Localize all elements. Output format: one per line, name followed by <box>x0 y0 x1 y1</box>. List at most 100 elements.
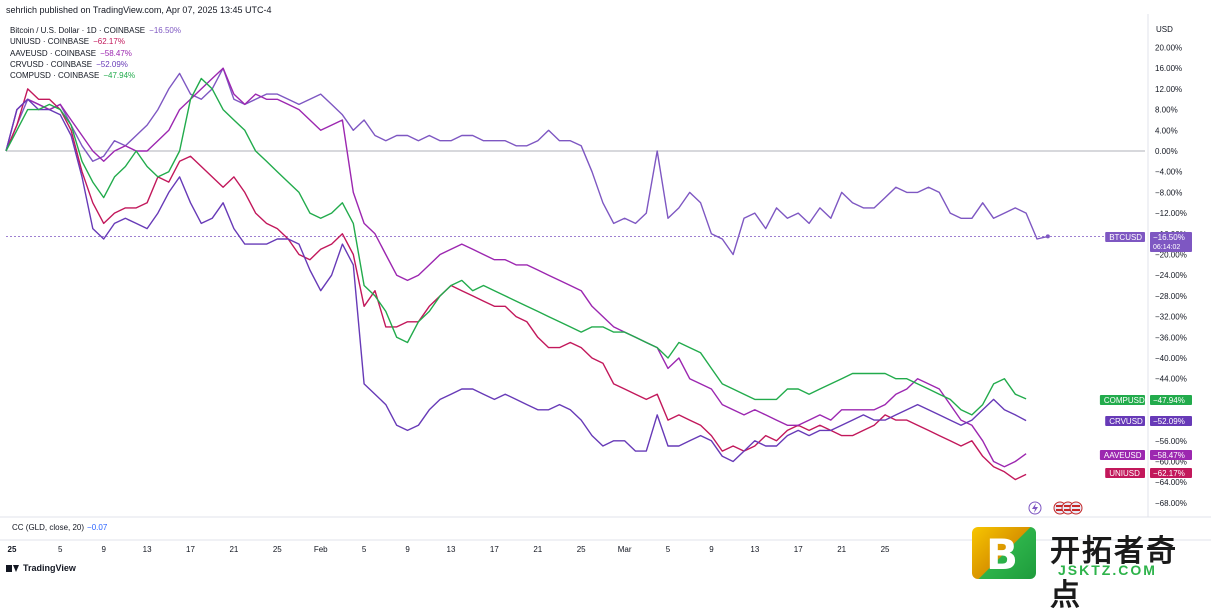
legend-value: −58.47% <box>100 48 132 58</box>
x-tick-label: 5 <box>666 545 671 554</box>
series-value-tag <box>1150 416 1192 426</box>
last-value-labels: BTCUSD −16.50% 06:14:02 UNIUSD −62.17% AAVEUS… <box>1028 232 1192 515</box>
x-tick-label: 13 <box>447 545 456 554</box>
x-tick-label: 25 <box>881 545 890 554</box>
flag-stripe <box>1072 505 1080 507</box>
series-value-tag <box>1150 450 1192 460</box>
y-tick-label: −60.00% <box>1155 458 1187 467</box>
x-tick-label: 25 <box>8 545 17 554</box>
y-tick-label: −4.00% <box>1155 168 1182 177</box>
x-tick-label: 25 <box>577 545 586 554</box>
x-tick-label: 13 <box>143 545 152 554</box>
y-tick-label: −40.00% <box>1155 354 1187 363</box>
series-name-text: AAVEUSD <box>1104 451 1142 460</box>
legend-item-btc[interactable]: Bitcoin / U.S. Dollar · 1D · COINBASE −16… <box>10 25 181 36</box>
watermark-en-text: JSKTZ.COM <box>1058 562 1157 578</box>
series-value-text: −58.47% <box>1153 451 1185 460</box>
series-line-crvusd <box>5 98 1027 463</box>
legend-item-aave[interactable]: AAVEUSD · COINBASE −58.47% <box>10 48 181 59</box>
y-tick-label: −32.00% <box>1155 313 1187 322</box>
series-name-tag <box>1105 468 1145 478</box>
brand-name: TradingView <box>23 563 76 573</box>
series-value-text: −16.50% <box>1153 233 1185 242</box>
x-axis: 25 5 9 13 17 21 25 Feb 5 9 13 17 21 25 Mar 5 9 13 17 21 25 <box>8 545 891 554</box>
series-value-text: −52.09% <box>1153 417 1185 426</box>
y-tick-label: 16.00% <box>1155 64 1182 73</box>
y-tick-label: −56.00% <box>1155 437 1187 446</box>
legend-value: −52.09% <box>96 59 128 69</box>
legend-value: −62.17% <box>93 37 125 47</box>
tradingview-icon <box>6 564 20 573</box>
chart-grid <box>0 14 1211 541</box>
legend-label: AAVEUSD · COINBASE <box>10 48 97 58</box>
x-tick-label: 21 <box>837 545 846 554</box>
series-value-tag <box>1150 232 1192 252</box>
series-name-tag <box>1105 416 1145 426</box>
x-tick-label: 17 <box>794 545 803 554</box>
badge-letter: B <box>986 530 1019 579</box>
x-tick-label: 5 <box>58 545 63 554</box>
legend-item-crv[interactable]: CRVUSD · COINBASE −52.09% <box>10 59 181 70</box>
series-line-aaveusd <box>5 67 1027 468</box>
x-tick-label: 17 <box>490 545 499 554</box>
y-tick-label: −36.00% <box>1155 333 1187 342</box>
y-axis-title: USD <box>1156 25 1173 34</box>
indicator-value: −0.07 <box>87 523 108 532</box>
legend-label: COMPUSD · COINBASE <box>10 71 100 81</box>
series-value-tag <box>1150 468 1192 478</box>
series-name-text: COMPUSD <box>1104 396 1145 405</box>
x-tick-label: 9 <box>101 545 106 554</box>
series-value-text: −62.17% <box>1153 469 1185 478</box>
flag-stripe <box>1064 505 1072 507</box>
btc-countdown: 06:14:02 <box>1153 244 1180 251</box>
x-tick-label: 25 <box>273 545 282 554</box>
legend-value: −16.50% <box>149 26 181 35</box>
x-tick-label: 21 <box>229 545 238 554</box>
chart-legend: Bitcoin / U.S. Dollar · 1D · COINBASE −16… <box>10 25 181 81</box>
series-line-btcusd <box>5 67 1049 256</box>
x-tick-label: 17 <box>186 545 195 554</box>
y-tick-label: −8.00% <box>1155 188 1182 197</box>
us-event-flag-icon <box>1069 501 1083 515</box>
series-value-text: −47.94% <box>1153 396 1185 405</box>
legend-label: Bitcoin / U.S. Dollar · 1D · COINBASE <box>10 26 146 35</box>
watermark-badge-icon: B <box>972 527 1036 579</box>
chart[interactable]: USD 20.00% 16.00% 12.00% 8.00% 4.00% 0.00% −4.0… <box>0 0 1211 582</box>
y-tick-label: 12.00% <box>1155 85 1182 94</box>
y-tick-label: −12.00% <box>1155 209 1187 218</box>
series-name-text: CRVUSD <box>1109 417 1143 426</box>
y-tick-label: −20.00% <box>1155 251 1187 260</box>
btc-last-point <box>1045 234 1050 239</box>
flag-stripe <box>1056 505 1064 507</box>
flag-stripe <box>1072 509 1080 511</box>
series-name-text: UNIUSD <box>1109 469 1140 478</box>
legend-value: −47.94% <box>103 71 136 81</box>
series-name-tag <box>1105 232 1145 242</box>
legend-label: CRVUSD · COINBASE <box>10 59 93 69</box>
indicator-label[interactable]: CC (GLD, close, 20) −0.07 <box>12 523 107 532</box>
y-tick-label: 0.00% <box>1155 147 1178 156</box>
y-tick-label: 8.00% <box>1155 106 1178 115</box>
series-line-compusd <box>5 77 1027 416</box>
legend-item-uni[interactable]: UNIUSD · COINBASE −62.17% <box>10 36 181 47</box>
y-tick-label: −44.00% <box>1155 375 1187 384</box>
series-name-tag <box>1099 450 1145 460</box>
x-tick-label: 5 <box>362 545 367 554</box>
tradingview-logo[interactable]: TradingView <box>6 563 76 573</box>
watermark: B 开拓者奇点 JSKTZ.COM <box>972 525 1207 613</box>
flag-stripe <box>1064 509 1072 511</box>
legend-label: UNIUSD · COINBASE <box>10 37 90 47</box>
indicator-name: CC (GLD, close, 20) <box>12 523 85 532</box>
y-tick-label: 20.00% <box>1155 44 1182 53</box>
chart-lines <box>5 67 1145 481</box>
series-line-uniusd <box>5 88 1027 481</box>
x-tick-label: 9 <box>709 545 714 554</box>
y-tick-label: −28.00% <box>1155 292 1187 301</box>
series-value-tag <box>1150 395 1192 405</box>
legend-item-comp[interactable]: COMPUSD · COINBASE −47.94% <box>10 70 181 81</box>
x-tick-label: 13 <box>750 545 759 554</box>
x-tick-label: Feb <box>314 545 328 554</box>
y-axis: USD 20.00% 16.00% 12.00% 8.00% 4.00% 0.00% −4.0… <box>1155 25 1187 508</box>
lightning-glyph <box>1032 503 1038 513</box>
flag-stripe <box>1056 509 1064 511</box>
